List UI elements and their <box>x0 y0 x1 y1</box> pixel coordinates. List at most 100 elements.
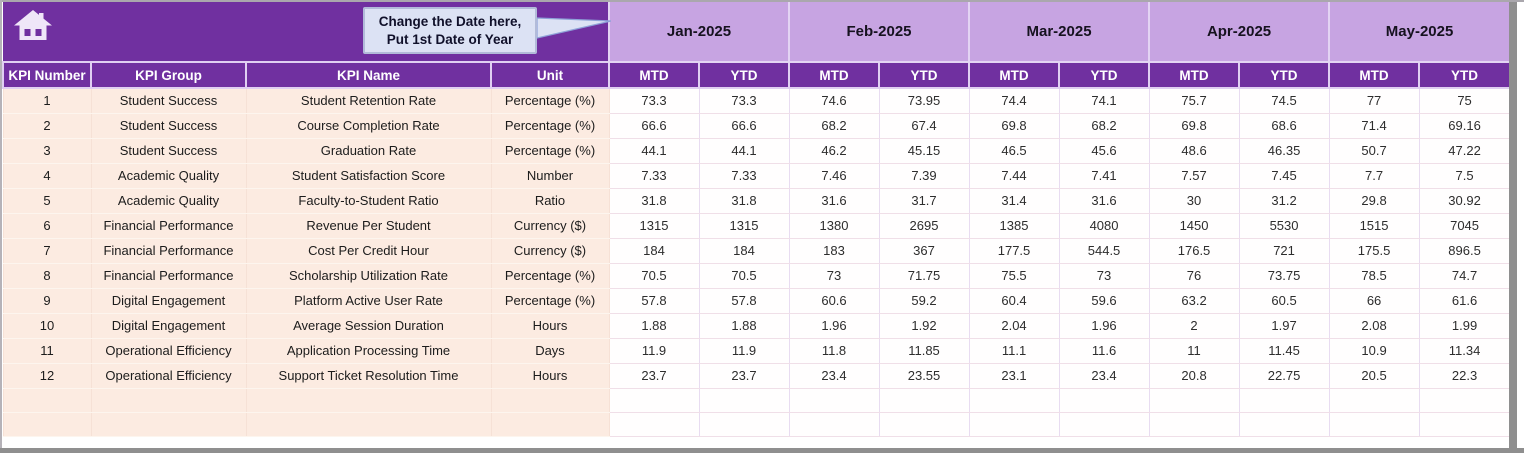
value-cell: 77 <box>1328 87 1420 114</box>
kpi-group-cell: Financial Performance <box>90 212 247 239</box>
value-cell: 2.04 <box>968 312 1060 339</box>
kpi-number-cell: 2 <box>2 112 92 139</box>
value-cell: 7.46 <box>788 162 880 189</box>
month-header-cell: Apr-2025 <box>1148 2 1331 63</box>
value-cell: 31.8 <box>608 187 700 214</box>
value-cell: 45.6 <box>1058 137 1150 164</box>
value-cell: 23.1 <box>968 362 1060 389</box>
kpi-name-cell: Student Retention Rate <box>245 87 492 114</box>
empty-row <box>2 387 1511 413</box>
value-cell: 7.44 <box>968 162 1060 189</box>
banner-cell: Change the Date here, Put 1st Date of Ye… <box>3 2 611 62</box>
value-cell: 22.3 <box>1418 362 1511 389</box>
kpi-name-cell: Student Satisfaction Score <box>245 162 492 189</box>
month-header-cell: Mar-2025 <box>968 2 1151 63</box>
value-cell: 48.6 <box>1148 137 1240 164</box>
value-cell: 73.95 <box>878 87 970 114</box>
empty-cell <box>2 411 92 437</box>
value-cell: 68.6 <box>1238 112 1330 139</box>
value-cell: 183 <box>788 237 880 264</box>
home-icon[interactable] <box>14 10 52 46</box>
value-cell: 7.39 <box>878 162 970 189</box>
value-cell: 70.5 <box>608 262 700 289</box>
value-cell: 31.2 <box>1238 187 1330 214</box>
unit-cell: Percentage (%) <box>490 112 610 139</box>
mtd-column-header: MTD <box>1328 61 1421 89</box>
value-cell: 23.7 <box>698 362 790 389</box>
value-cell: 1.96 <box>1058 312 1150 339</box>
unit-cell: Percentage (%) <box>490 137 610 164</box>
table-row: 8 Financial Performance Scholarship Utiliz… <box>2 262 1511 289</box>
kpi-number-header: KPI Number <box>2 61 92 89</box>
value-cell: 1.97 <box>1238 312 1330 339</box>
value-cell: 11.9 <box>698 337 790 364</box>
value-cell: 7.7 <box>1328 162 1420 189</box>
kpi-name-cell: Scholarship Utilization Rate <box>245 262 492 289</box>
value-cell: 11.8 <box>788 337 880 364</box>
kpi-name-header: KPI Name <box>245 61 492 89</box>
unit-cell: Hours <box>490 312 610 339</box>
value-cell: 11.34 <box>1418 337 1511 364</box>
mtd-column-header: MTD <box>788 61 880 89</box>
kpi-group-cell: Digital Engagement <box>90 312 247 339</box>
empty-cell <box>698 387 790 413</box>
empty-cell <box>968 411 1060 437</box>
value-cell: 176.5 <box>1148 237 1240 264</box>
kpi-group-cell: Digital Engagement <box>90 287 247 314</box>
value-cell: 57.8 <box>608 287 700 314</box>
value-cell: 46.35 <box>1238 137 1330 164</box>
table-row: 5 Academic Quality Faculty-to-Student Rati… <box>2 187 1511 214</box>
kpi-number-cell: 11 <box>2 337 92 364</box>
value-cell: 11.85 <box>878 337 970 364</box>
value-cell: 1515 <box>1328 212 1420 239</box>
kpi-number-cell: 3 <box>2 137 92 164</box>
column-header-row: KPI Number KPI Group KPI Name Unit MTD YT… <box>2 61 1512 89</box>
kpi-table-body: 1 Student Success Student Retention Rate Pe… <box>2 87 1511 437</box>
empty-cell <box>90 411 247 437</box>
value-cell: 75.5 <box>968 262 1060 289</box>
kpi-group-cell: Operational Efficiency <box>90 337 247 364</box>
value-cell: 66 <box>1328 287 1420 314</box>
kpi-group-cell: Operational Efficiency <box>90 362 247 389</box>
value-cell: 66.6 <box>698 112 790 139</box>
empty-cell <box>1418 411 1511 437</box>
kpi-number-cell: 9 <box>2 287 92 314</box>
kpi-number-cell: 4 <box>2 162 92 189</box>
value-cell: 11.6 <box>1058 337 1150 364</box>
value-cell: 76 <box>1148 262 1240 289</box>
empty-cell <box>878 411 970 437</box>
value-cell: 71.4 <box>1328 112 1420 139</box>
unit-cell: Currency ($) <box>490 237 610 264</box>
ytd-column-header: YTD <box>877 61 971 89</box>
kpi-name-cell: Platform Active User Rate <box>245 287 492 314</box>
table-row: 9 Digital Engagement Platform Active User … <box>2 287 1511 314</box>
kpi-group-cell: Academic Quality <box>90 187 247 214</box>
value-cell: 29.8 <box>1328 187 1420 214</box>
value-cell: 20.8 <box>1148 362 1240 389</box>
kpi-group-cell: Student Success <box>90 87 247 114</box>
kpi-table: Change the Date here, Put 1st Date of Ye… <box>2 2 1512 437</box>
window-right-border <box>1509 2 1517 448</box>
kpi-group-header: KPI Group <box>90 61 247 89</box>
empty-cell <box>788 387 880 413</box>
value-cell: 2 <box>1148 312 1240 339</box>
date-input-cell[interactable]: Jan-2025 <box>608 2 790 63</box>
value-cell: 367 <box>878 237 970 264</box>
value-cell: 2695 <box>878 212 970 239</box>
empty-cell <box>608 411 700 437</box>
kpi-name-cell: Average Session Duration <box>245 312 492 339</box>
unit-cell: Percentage (%) <box>490 287 610 314</box>
empty-cell <box>1238 387 1330 413</box>
empty-cell <box>245 411 492 437</box>
value-cell: 1450 <box>1148 212 1240 239</box>
date-callout: Change the Date here, Put 1st Date of Ye… <box>363 7 537 54</box>
value-cell: 31.7 <box>878 187 970 214</box>
value-cell: 68.2 <box>788 112 880 139</box>
unit-cell: Ratio <box>490 187 610 214</box>
value-cell: 7.57 <box>1148 162 1240 189</box>
value-cell: 1.96 <box>788 312 880 339</box>
mtd-column-header: MTD <box>608 61 700 89</box>
value-cell: 67.4 <box>878 112 970 139</box>
value-cell: 1380 <box>788 212 880 239</box>
value-cell: 184 <box>698 237 790 264</box>
